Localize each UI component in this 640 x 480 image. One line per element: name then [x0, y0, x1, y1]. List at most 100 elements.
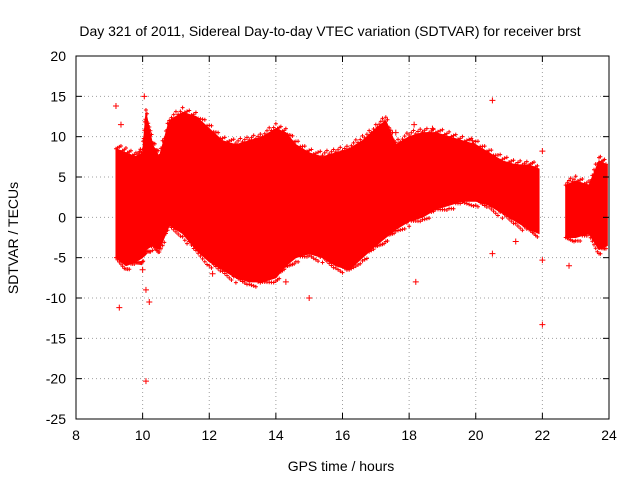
data-marker — [387, 125, 392, 130]
data-marker — [495, 213, 500, 218]
data-marker — [148, 128, 153, 133]
data-marker — [238, 277, 243, 282]
data-marker — [262, 131, 267, 136]
data-marker — [142, 251, 147, 256]
data-marker — [515, 223, 520, 228]
data-marker — [598, 154, 603, 159]
data-marker — [592, 242, 597, 247]
data-marker — [176, 112, 181, 117]
data-marker — [242, 137, 247, 142]
data-marker — [385, 238, 390, 243]
data-marker — [318, 254, 323, 259]
data-marker — [227, 275, 232, 280]
data-marker — [353, 264, 358, 269]
data-marker — [118, 262, 123, 267]
data-marker — [242, 280, 247, 285]
data-marker — [598, 251, 603, 256]
data-marker — [522, 161, 527, 166]
data-marker — [396, 137, 401, 142]
data-marker — [393, 140, 398, 145]
data-marker — [388, 128, 393, 133]
data-marker — [149, 132, 154, 137]
data-marker — [511, 158, 516, 163]
data-marker — [160, 138, 165, 143]
x-tick-label: 16 — [335, 427, 351, 443]
data-marker — [198, 254, 203, 259]
data-marker — [580, 177, 585, 182]
data-marker — [165, 121, 170, 126]
data-point — [566, 262, 573, 269]
data-marker — [158, 146, 163, 151]
data-marker — [251, 133, 256, 138]
data-marker — [247, 282, 252, 287]
data-marker — [292, 261, 297, 266]
data-marker — [358, 137, 363, 142]
data-marker — [353, 137, 358, 142]
data-marker — [137, 149, 142, 154]
data-marker — [331, 147, 336, 152]
data-marker — [380, 116, 385, 121]
ticks: 8 10 12 14 16 18 20 22 24 -25 -20 -15 -10 -5 0 5 10 15 20 — [46, 48, 617, 443]
data-marker — [504, 214, 509, 219]
data-marker — [422, 128, 427, 133]
data-marker — [302, 144, 307, 149]
data-marker — [240, 279, 245, 284]
data-marker — [143, 117, 148, 122]
data-marker — [147, 124, 152, 129]
data-marker — [522, 224, 527, 229]
data-marker — [173, 229, 178, 234]
x-tick-label: 24 — [601, 427, 617, 443]
data-marker — [518, 226, 523, 231]
data-marker — [513, 221, 518, 226]
data-marker — [220, 136, 225, 141]
data-marker — [227, 139, 232, 144]
data-marker — [327, 152, 332, 157]
data-point — [489, 97, 496, 104]
data-marker — [565, 180, 570, 185]
data-point — [142, 286, 149, 293]
data-marker — [402, 134, 407, 139]
data-marker — [400, 137, 405, 142]
data-point — [392, 129, 399, 136]
data-marker — [575, 178, 580, 183]
data-marker — [307, 253, 312, 258]
data-marker — [385, 117, 390, 122]
y-tick-label: -20 — [46, 371, 66, 387]
data-marker — [118, 143, 123, 148]
data-marker — [185, 241, 190, 246]
data-marker — [458, 201, 463, 206]
data-marker — [150, 248, 155, 253]
data-point — [116, 304, 123, 311]
data-marker — [283, 126, 288, 131]
data-marker — [180, 234, 185, 239]
data-marker — [377, 122, 382, 127]
data-marker — [141, 259, 146, 264]
data-marker — [123, 145, 128, 150]
data-marker — [167, 118, 172, 123]
data-marker — [524, 159, 529, 164]
data-marker — [318, 149, 323, 154]
data-marker — [209, 123, 214, 128]
data-marker — [304, 149, 309, 154]
data-marker — [133, 150, 138, 155]
data-marker — [193, 110, 198, 115]
data-marker — [264, 128, 269, 133]
data-marker — [449, 134, 454, 139]
data-marker — [231, 274, 236, 279]
y-tick-label: 15 — [50, 88, 66, 104]
data-marker — [143, 251, 148, 256]
data-marker — [324, 148, 329, 153]
data-marker — [189, 113, 194, 118]
data-marker — [404, 131, 409, 136]
data-marker — [502, 156, 507, 161]
data-marker — [409, 130, 414, 135]
data-marker — [238, 136, 243, 141]
data-marker — [236, 138, 241, 143]
data-marker — [220, 269, 225, 274]
data-marker — [222, 135, 227, 140]
data-marker — [567, 178, 572, 183]
data-marker — [469, 203, 474, 208]
data-marker — [202, 117, 207, 122]
y-tick-label: 5 — [58, 169, 66, 185]
data-marker — [113, 255, 118, 260]
